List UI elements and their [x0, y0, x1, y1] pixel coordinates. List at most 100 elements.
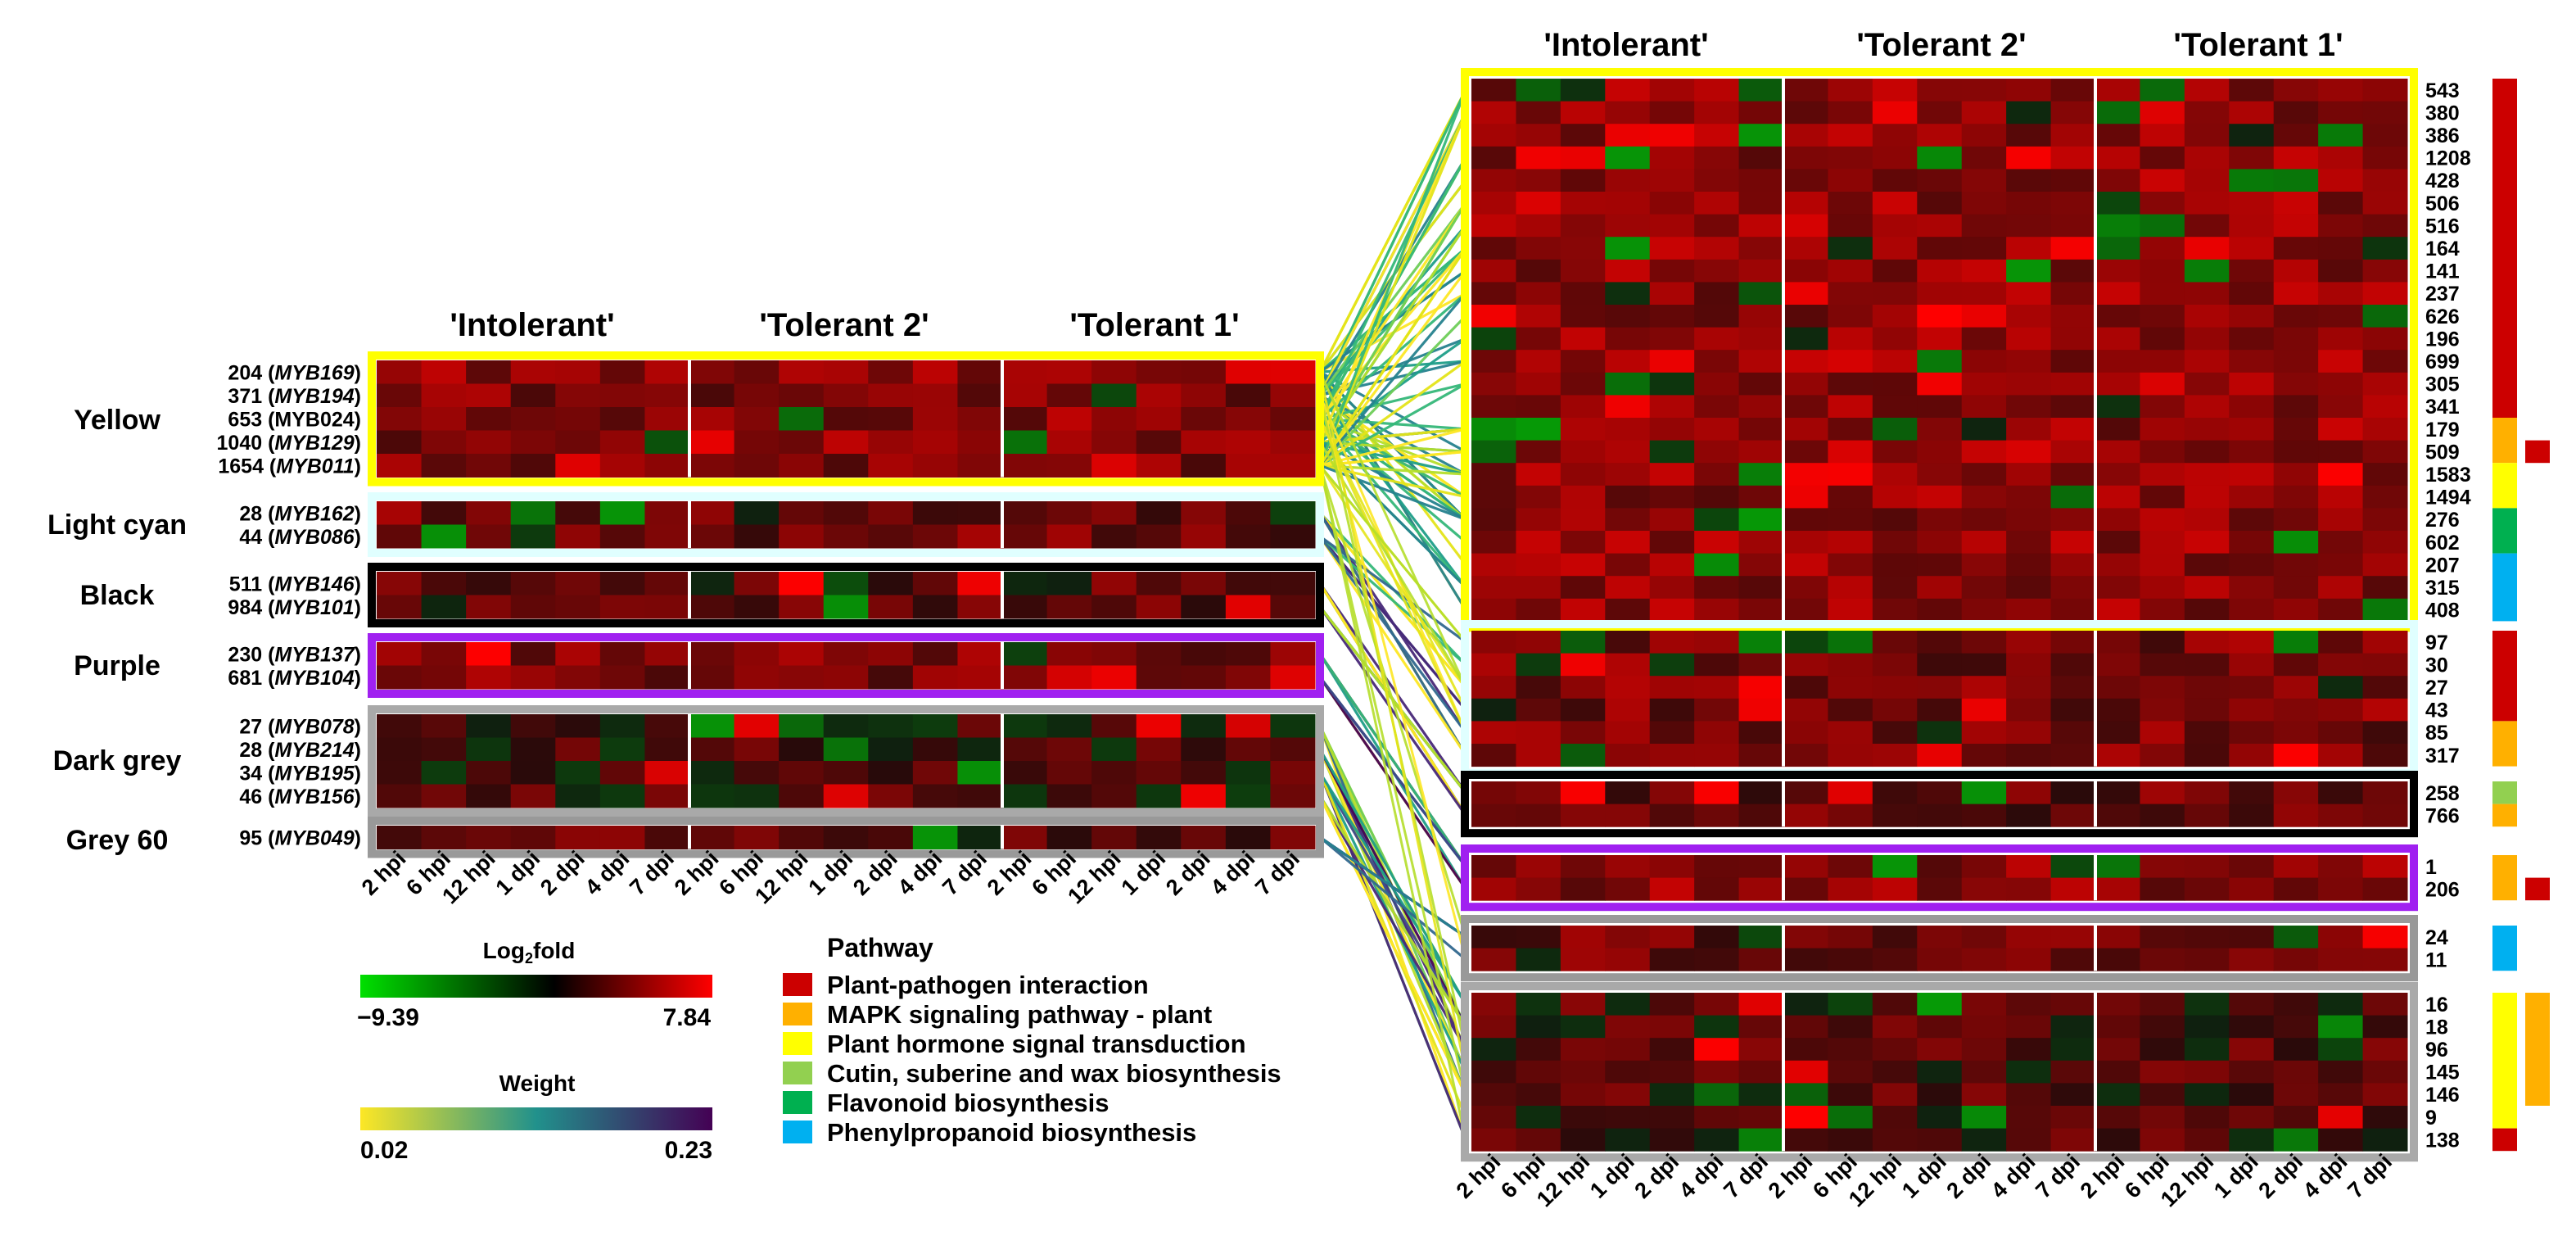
heatmap-cell	[1694, 926, 1740, 949]
heatmap-cell	[2229, 440, 2275, 464]
heatmap-cell	[2140, 531, 2185, 555]
heatmap-cell	[1181, 784, 1227, 808]
heatmap-cell	[1872, 282, 1918, 306]
module-border	[368, 705, 1324, 817]
heatmap-cell	[1605, 372, 1651, 396]
heatmap-cell	[1783, 79, 1828, 102]
heatmap-cell	[2318, 508, 2364, 532]
heatmap-cell	[1783, 576, 1828, 600]
heatmap-cell	[2095, 653, 2140, 677]
heatmap-cell	[555, 714, 601, 738]
pathway-label: Phenylpropanoid biosynthesis	[827, 1118, 1196, 1147]
heatmap-cell	[1560, 395, 1606, 419]
heatmap-cell	[1961, 1106, 2007, 1130]
heatmap-cell	[1694, 169, 1740, 192]
gene-label: 371 (MYB194)	[228, 385, 361, 408]
heatmap-cell	[1560, 485, 1606, 509]
heatmap-cell	[421, 761, 467, 785]
heatmap-cell	[1516, 948, 1561, 971]
heatmap-cell	[2229, 327, 2275, 351]
heatmap-cell	[1694, 440, 1740, 464]
pathway-bar	[2492, 553, 2517, 622]
heatmap-cell	[2273, 146, 2319, 170]
heatmap-cell	[1516, 192, 1561, 215]
row-label: 276	[2425, 509, 2460, 532]
heatmap-cell	[1560, 305, 1606, 328]
heatmap-cell	[1002, 737, 1048, 762]
right-header-tolerant1: 'Tolerant 1'	[2173, 27, 2343, 63]
heatmap-cell	[1783, 214, 1828, 238]
heatmap-cell	[1872, 1128, 1918, 1152]
module-label: Purple	[74, 650, 160, 681]
heatmap-cell	[1560, 631, 1606, 654]
row-label: 380	[2425, 102, 2460, 124]
heatmap-cell	[2006, 531, 2052, 555]
heatmap-cell	[1961, 463, 2007, 487]
heatmap-cell	[823, 383, 869, 408]
heatmap-cell	[466, 572, 512, 595]
heatmap-cell	[2318, 631, 2364, 654]
row-label: 1494	[2425, 487, 2471, 509]
heatmap-cell	[2273, 282, 2319, 306]
heatmap-cell	[779, 360, 825, 384]
heatmap-cell	[2006, 993, 2052, 1016]
heatmap-cell	[1694, 124, 1740, 147]
heatmap-cell	[1649, 631, 1695, 654]
heatmap-cell	[1560, 948, 1606, 971]
row-label: 315	[2425, 577, 2460, 600]
heatmap-cell	[1605, 395, 1651, 419]
heatmap-cell	[779, 407, 825, 431]
heatmap-cell	[1694, 781, 1740, 805]
right-header-intolerant: 'Intolerant'	[1543, 27, 1708, 63]
heatmap-cell	[2050, 781, 2096, 805]
heatmap-cell	[2095, 598, 2140, 622]
heatmap-cell	[823, 360, 869, 384]
heatmap-cell	[421, 572, 467, 595]
heatmap-cell	[2318, 855, 2364, 879]
heatmap-cell	[1961, 327, 2007, 351]
heatmap-cell	[2050, 463, 2096, 487]
heatmap-cell	[2050, 395, 2096, 419]
heatmap-cell	[2362, 948, 2408, 971]
heatmap-cell	[2362, 598, 2408, 622]
heatmap-cell	[689, 572, 735, 595]
heatmap-cell	[466, 430, 512, 455]
heatmap-cell	[510, 430, 556, 455]
heatmap-cell	[1516, 1060, 1561, 1084]
heatmap-cell	[421, 383, 467, 408]
network-edges	[1318, 89, 1467, 1140]
heatmap-cell	[1136, 524, 1182, 549]
heatmap-cell	[1471, 1060, 1516, 1084]
heatmap-cell	[2050, 721, 2096, 745]
heatmap-cell	[2362, 993, 2408, 1016]
heatmap-cell	[1136, 826, 1182, 849]
gene-label: 28 (MYB214)	[239, 739, 361, 762]
heatmap-cell	[1560, 192, 1606, 215]
heatmap-cell	[2318, 372, 2364, 396]
heatmap-cell	[510, 737, 556, 762]
heatmap-cell	[957, 714, 1003, 738]
heatmap-cell	[2229, 418, 2275, 441]
heatmap-cell	[1560, 1083, 1606, 1107]
heatmap-cell	[1181, 665, 1227, 690]
heatmap-cell	[2273, 372, 2319, 396]
heatmap-cell	[1225, 524, 1271, 549]
heatmap-cell	[734, 407, 780, 431]
network-edge	[1319, 450, 1467, 467]
row-label: 258	[2425, 782, 2460, 805]
heatmap-cell	[555, 572, 601, 595]
heatmap-cell	[510, 665, 556, 690]
heatmap-cell	[1046, 454, 1092, 478]
heatmap-cell	[2140, 598, 2185, 622]
heatmap-cell	[1649, 1128, 1695, 1152]
heatmap-cell	[1961, 169, 2007, 192]
heatmap-cell	[2184, 721, 2230, 745]
heatmap-cell	[1917, 418, 1963, 441]
heatmap-cell	[1560, 440, 1606, 464]
heatmap-cell	[1046, 714, 1092, 738]
heatmap-cell	[644, 407, 690, 431]
heatmap-cell	[1560, 214, 1606, 238]
heatmap-cell	[2095, 744, 2140, 767]
heatmap-cell	[1649, 598, 1695, 622]
heatmap-cell	[2318, 395, 2364, 419]
